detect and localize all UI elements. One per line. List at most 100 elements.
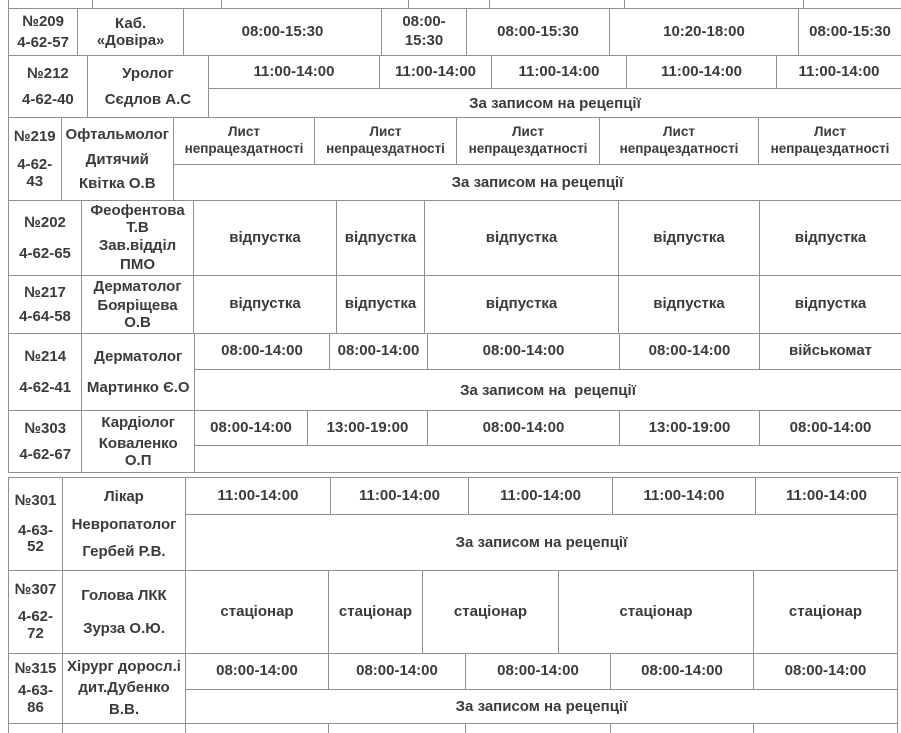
room-phone-line: 72 (27, 624, 44, 642)
clipped-cell (91, 0, 221, 8)
schedule-cell: 13:00-19:00 (619, 411, 759, 445)
doctor-line: Каб. «Довіра» (96, 15, 165, 49)
schedule-cell: відпустка (618, 276, 759, 333)
room-number: №315 (14, 660, 57, 678)
clipped-cell (185, 724, 328, 733)
doctor-line: Квітка О.В (78, 175, 156, 193)
doctor-cell: Офтальмолог Дитячий Квітка О.В (60, 118, 173, 200)
room-cell: №217 4-64-58 (8, 276, 81, 333)
schedule-cell: Лист непрацездатності (173, 118, 314, 164)
clipped-row-bottom (8, 723, 898, 733)
room-number: №209 (22, 13, 64, 30)
schedule-cell: військомат (759, 334, 901, 369)
schedule-area: стаціонар стаціонар стаціонар стаціонар … (185, 571, 897, 653)
doctor-line: Зав.відділ (98, 237, 177, 254)
schedule-area: 08:00-14:00 08:00-14:00 08:00-14:00 08:0… (185, 654, 897, 723)
schedule-cell: відпустка (193, 201, 336, 275)
times-row: відпустка відпустка відпустка відпустка … (193, 201, 901, 275)
schedule-cell: Лист непрацездатності (758, 118, 901, 164)
registration-note: За записом на рецепції (194, 369, 901, 410)
schedule-cell: 11:00-14:00 (612, 478, 755, 514)
schedule-area: відпустка відпустка відпустка відпустка … (193, 276, 901, 333)
schedule-cell: відпустка (424, 201, 618, 275)
clipped-cell (407, 0, 489, 8)
schedule-area: 08:00-15:30 08:00-15:30 08:00-15:30 10:2… (183, 9, 901, 55)
table-row: №202 4-62-65 Феофентова Т.В Зав.відділ П… (8, 200, 901, 275)
schedule-cell: 08:00-14:00 (427, 411, 619, 445)
clipped-cell (488, 0, 625, 8)
schedule-cell: відпустка (193, 276, 336, 333)
schedule-cell: 11:00-14:00 (755, 478, 897, 514)
doctor-line: Уролог (122, 65, 174, 82)
schedule-cell: стаціонар (422, 571, 558, 653)
room-number: №202 (24, 214, 66, 232)
room-cell: №212 4-62-40 (8, 56, 87, 117)
schedule-cell: 08:00-14:00 (610, 654, 753, 689)
schedule-cell: 11:00-14:00 (468, 478, 612, 514)
doctor-line: В.В. (109, 700, 139, 718)
schedule-cell: 08:00-14:00 (185, 654, 328, 689)
doctor-line: Офтальмолог (65, 125, 169, 143)
doctor-cell: Лікар Невропатолог Гербей Р.В. (62, 478, 185, 570)
times-row: 11:00-14:00 11:00-14:00 11:00-14:00 11:0… (208, 56, 901, 88)
registration-note: За записом на рецепції (208, 88, 901, 117)
schedule-cell: 08:00-14:00 (759, 411, 901, 445)
room-phone: 4-62-57 (17, 34, 69, 51)
schedule-cell: 08:00-14:00 (465, 654, 610, 689)
schedule-cell: стаціонар (558, 571, 753, 653)
room-number: №212 (27, 65, 69, 82)
room-number: №303 (24, 420, 67, 437)
schedule-cell: стаціонар (753, 571, 897, 653)
times-row: 08:00-15:30 08:00-15:30 08:00-15:30 10:2… (183, 9, 901, 55)
doctor-cell: Каб. «Довіра» (77, 9, 183, 55)
schedule-cell: відпустка (759, 201, 901, 275)
doctor-cell: Голова ЛКК Зурза О.Ю. (62, 571, 185, 653)
room-number: №214 (24, 348, 67, 365)
times-row: 08:00-14:00 08:00-14:00 08:00-14:00 08:0… (194, 334, 901, 369)
room-phone-line: 4-63- (17, 682, 54, 700)
room-cell: №219 4-62-43 (8, 118, 61, 200)
schedule-table-upper: №209 4-62-57 Каб. «Довіра» 08:00-15:30 0… (8, 0, 901, 473)
clipped-row-top (8, 0, 901, 8)
doctor-line: Лікар (104, 488, 144, 506)
registration-note: За записом на рецепції (173, 164, 901, 200)
schedule-cell: 08:00-14:00 (619, 334, 759, 369)
room-number: №301 (14, 491, 57, 509)
clipped-cell (465, 724, 610, 733)
room-phone: 4-63- 86 (17, 682, 54, 717)
clipped-cell (220, 0, 408, 8)
schedule-cell: 11:00-14:00 (776, 56, 901, 88)
room-cell: №209 4-62-57 (8, 9, 77, 55)
doctor-cell: Дерматолог Мартинко Є.О (81, 334, 194, 410)
room-phone: 4-64-58 (19, 308, 71, 326)
table-row: №301 4-63- 52 Лікар Невропатолог Гербей … (8, 477, 898, 570)
schedule-cell: 08:00-14:00 (427, 334, 619, 369)
schedule-area: 08:00-14:00 08:00-14:00 08:00-14:00 08:0… (194, 334, 901, 410)
room-cell: №307 4-62- 72 (8, 571, 62, 653)
clipped-cell (753, 724, 897, 733)
schedule-cell: 10:20-18:00 (609, 9, 798, 55)
doctor-line: Дитячий (85, 150, 149, 168)
schedule-cell: 11:00-14:00 (626, 56, 776, 88)
schedule-cell: 08:00-14:00 (753, 654, 897, 689)
schedule-cell: 11:00-14:00 (330, 478, 468, 514)
clipped-cell (803, 0, 901, 8)
table-row: №212 4-62-40 Уролог Сєдлов А.С 11:00-14:… (8, 55, 901, 117)
schedule-cell: стаціонар (328, 571, 422, 653)
clipped-cell (8, 0, 92, 8)
schedule-area: 11:00-14:00 11:00-14:00 11:00-14:00 11:0… (185, 478, 897, 570)
room-phone: 4-62-67 (19, 446, 72, 463)
times-row: 08:00-14:00 13:00-19:00 08:00-14:00 13:0… (194, 411, 901, 445)
schedule-cell: 11:00-14:00 (208, 56, 379, 88)
doctor-cell: Феофентова Т.В Зав.відділ ПМО (81, 201, 193, 275)
doctor-line: Гербей Р.В. (82, 542, 166, 560)
schedule-cell: Лист непрацездатності (314, 118, 456, 164)
schedule-cell: відпустка (424, 276, 618, 333)
doctor-line: Хірург доросл.і (67, 657, 181, 675)
schedule-cell: 08:00-15:30 (183, 9, 381, 55)
room-phone: 4-62-43 (17, 155, 53, 190)
schedule-cell: 08:00-14:00 (194, 334, 329, 369)
doctor-cell: Дерматолог Бояріщева О.В (81, 276, 193, 333)
registration-note (194, 445, 901, 472)
